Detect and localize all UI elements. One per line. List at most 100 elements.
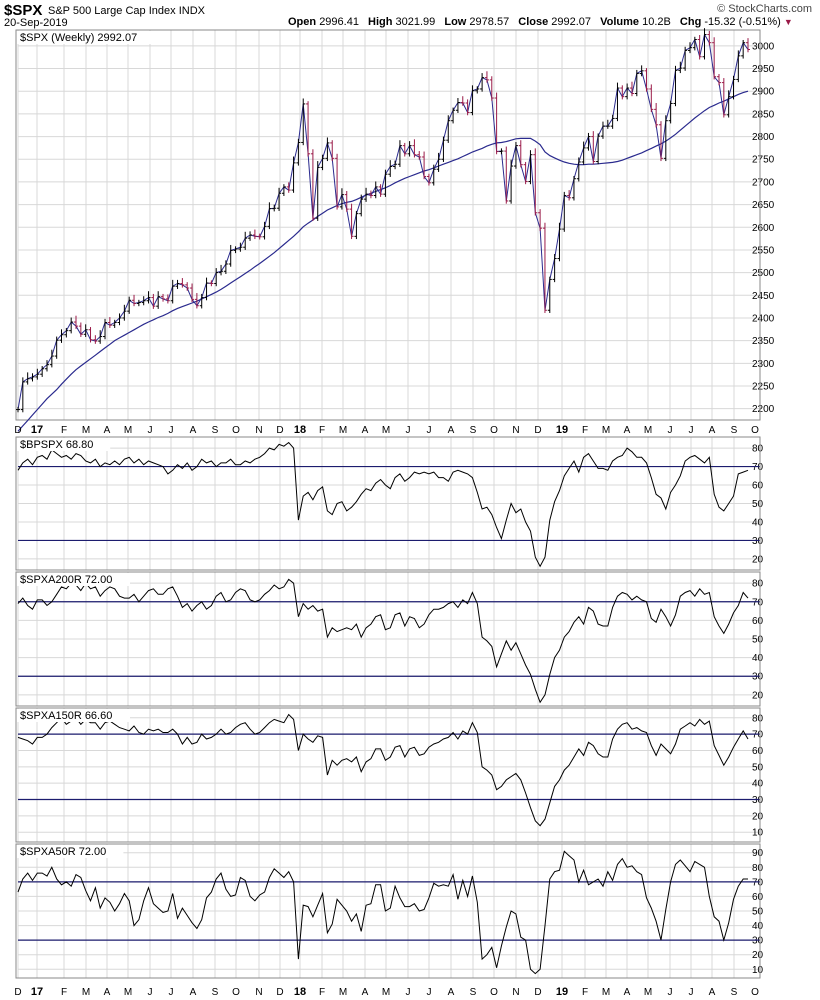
- x-tick-label: J: [169, 987, 174, 998]
- x-tick-label: S: [731, 987, 738, 998]
- x-tick-label: D: [276, 987, 283, 998]
- y-tick-label: 80: [752, 713, 764, 724]
- panel-3: 10 20 30 40 50 60 70 80 $SPXA150R 66.60: [15, 707, 764, 843]
- x-tick-label: J: [148, 987, 153, 998]
- low-value: 2978.57: [469, 16, 510, 28]
- x-tick-label: M: [382, 425, 390, 436]
- x-tick-label: O: [751, 425, 759, 436]
- y-tick-label: 2650: [752, 200, 775, 211]
- x-tick-label: A: [709, 987, 716, 998]
- panel-frame: [15, 571, 761, 707]
- x-tick-label: J: [169, 425, 174, 436]
- x-tick-label: J: [689, 425, 694, 436]
- y-tick-label: 40: [752, 779, 764, 790]
- close-label: Close: [518, 16, 549, 28]
- security-name-text: S&P 500 Large Cap Index: [48, 5, 176, 17]
- x-tick-label: M: [82, 425, 90, 436]
- y-tick-label: 2500: [752, 268, 775, 279]
- volume-value: 10.2B: [642, 16, 671, 28]
- x-tick-label: N: [512, 425, 519, 436]
- y-tick-label: 30: [752, 672, 764, 683]
- x-tick-label: F: [319, 987, 325, 998]
- y-tick-label: 40: [752, 921, 764, 932]
- panel-title-bg: [17, 709, 130, 722]
- y-tick-label: 2800: [752, 132, 775, 143]
- x-tick-label: A: [448, 987, 455, 998]
- chart-date: 20-Sep-2019: [4, 17, 68, 29]
- indicator-line: [17, 713, 749, 827]
- x-tick-label: O: [490, 425, 498, 436]
- x-tick-label: O: [490, 987, 498, 998]
- y-tick-label: 60: [752, 892, 764, 903]
- y-tick-label: 70: [752, 877, 764, 888]
- x-tick-label: A: [448, 425, 455, 436]
- open-value: 2996.41: [319, 16, 359, 28]
- panel-title: $SPX (Weekly) 2992.07: [20, 32, 137, 44]
- x-tick-label: A: [190, 425, 197, 436]
- x-tick-label: M: [339, 425, 347, 436]
- x-tick-label: M: [644, 987, 652, 998]
- x-tick-label: A: [190, 987, 197, 998]
- indicator-line: [17, 850, 748, 975]
- y-tick-label: 60: [752, 746, 764, 757]
- x-tick-label: D: [14, 425, 21, 436]
- x-tick-label: M: [124, 987, 132, 998]
- x-tick-label: 18: [294, 424, 306, 436]
- x-tick-label: 19: [556, 424, 568, 436]
- y-tick-label: 2300: [752, 359, 775, 370]
- panel-frame: [15, 707, 761, 843]
- panel-frame: [15, 29, 761, 421]
- x-tick-label: J: [668, 425, 673, 436]
- y-tick-label: 30: [752, 536, 764, 547]
- y-tick-label: 2850: [752, 109, 775, 120]
- y-tick-label: 2250: [752, 381, 775, 392]
- y-tick-label: 30: [752, 936, 764, 947]
- x-tick-label: N: [512, 987, 519, 998]
- x-tick-label: J: [148, 425, 153, 436]
- volume-label: Volume: [600, 16, 640, 28]
- stockcharts-logo: © StockCharts.com: [717, 3, 812, 15]
- low-label: Low: [444, 16, 467, 28]
- ohlc-readout: Open 2996.41 High 3021.99 Low 2978.57 Cl…: [288, 16, 793, 28]
- y-tick-label: 50: [752, 499, 764, 510]
- y-tick-label: 50: [752, 762, 764, 773]
- x-tick-label: F: [61, 425, 67, 436]
- chg-value: -15.32 (-0.51%): [704, 16, 781, 28]
- x-tick-label: S: [470, 987, 477, 998]
- y-tick-label: 10: [752, 965, 764, 976]
- panel-0: 2200 2250 2300 2350 2400 2450 2500 2550 2600 2650…: [15, 28, 775, 432]
- exchange: INDX: [178, 5, 205, 17]
- x-tick-label: M: [602, 987, 610, 998]
- x-tick-label: J: [689, 987, 694, 998]
- x-tick-label: M: [602, 425, 610, 436]
- close-value: 2992.07: [551, 16, 592, 28]
- y-tick-label: 2700: [752, 177, 775, 188]
- x-tick-label: J: [668, 987, 673, 998]
- down-triangle-icon: ▼: [783, 17, 793, 27]
- y-tick-label: 20: [752, 950, 764, 961]
- x-axis-bottom: D 17 F M A M J J A S O N D 18 F M A M J J A S O N D 19 F M A M J J A S O: [14, 986, 759, 998]
- x-tick-label: A: [104, 425, 111, 436]
- x-tick-label: O: [232, 425, 240, 436]
- y-tick-label: 10: [752, 828, 764, 839]
- y-tick-label: 2550: [752, 245, 775, 256]
- y-tick-label: 80: [752, 444, 764, 455]
- x-tick-label: D: [534, 987, 541, 998]
- y-tick-label: 50: [752, 635, 764, 646]
- panel-title-bg: [17, 845, 124, 858]
- x-tick-label: N: [255, 425, 262, 436]
- moving-average-line: [17, 90, 749, 432]
- x-tick-label: 18: [294, 986, 306, 998]
- x-tick-label: D: [14, 987, 21, 998]
- panel-title-bg: [17, 31, 170, 44]
- x-tick-label: M: [382, 987, 390, 998]
- y-tick-label: 30: [752, 795, 764, 806]
- panel-title: $BPSPX 68.80: [20, 439, 93, 451]
- high-label: High: [368, 16, 393, 28]
- x-axis-top: D 17 F M A M J J A S O N D 18 F M A M J J A S O N D 19 F M A M J J A S O: [14, 424, 759, 436]
- y-tick-label: 2750: [752, 155, 775, 166]
- y-tick-label: 70: [752, 597, 764, 608]
- x-tick-label: M: [124, 425, 132, 436]
- y-tick-label: 90: [752, 848, 764, 859]
